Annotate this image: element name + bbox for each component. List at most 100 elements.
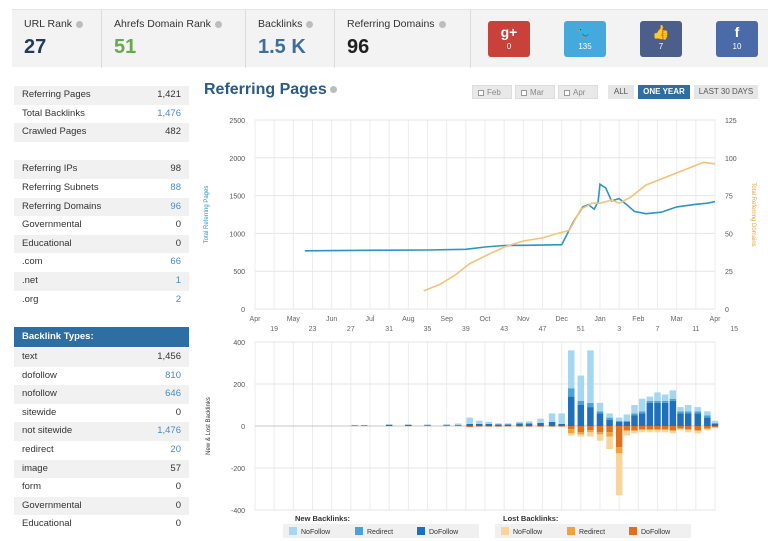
row-value[interactable]: 1,476 <box>157 107 181 119</box>
bar-segment <box>646 430 654 433</box>
backlink-types-header: Backlink Types: <box>14 327 189 347</box>
share-count: 0 <box>506 42 512 51</box>
info-icon[interactable] <box>306 20 314 28</box>
bar-segment <box>631 426 638 431</box>
bar-segment <box>587 426 594 431</box>
bar-segment <box>577 375 585 401</box>
metric-domain-rank: Ahrefs Domain Rank 51 <box>102 10 246 68</box>
table-row: dofollow 810 <box>14 367 189 386</box>
info-icon[interactable] <box>329 86 337 94</box>
like-button[interactable]: 👍 7 <box>640 21 682 57</box>
checkbox-icon[interactable] <box>478 89 484 96</box>
checkbox-label: Feb <box>487 88 501 97</box>
facebook-button[interactable]: f 10 <box>716 21 758 57</box>
bar-segment <box>669 430 677 432</box>
table-row: redirect 20 <box>14 441 189 460</box>
metric-backlinks: Backlinks 1.5 K <box>246 10 335 68</box>
row-value: 98 <box>170 163 181 175</box>
info-icon[interactable] <box>438 20 446 28</box>
bar-segment <box>704 415 711 418</box>
x-week-label: 31 <box>385 326 393 333</box>
bar-segment <box>661 402 669 426</box>
checkbox-icon[interactable] <box>564 89 570 96</box>
bar-segment <box>638 426 646 430</box>
bar-segment <box>351 425 358 426</box>
checkbox-feb[interactable]: Feb <box>472 85 512 99</box>
row-value: 0 <box>175 481 181 493</box>
bar-segment <box>568 388 575 397</box>
y-tick-label: 0 <box>241 307 245 314</box>
checkbox-label: Mar <box>530 88 544 97</box>
row-value[interactable]: 88 <box>170 181 181 193</box>
table-row: form 0 <box>14 478 189 497</box>
row-value[interactable]: 96 <box>170 200 181 212</box>
checkbox-apr[interactable]: Apr <box>558 85 598 99</box>
bar-segment <box>568 433 575 436</box>
x-week-label: 15 <box>730 326 738 333</box>
range-last-30-days-button[interactable]: LAST 30 DAYS <box>694 85 758 99</box>
bar-segment <box>504 424 512 426</box>
row-value[interactable]: 2 <box>175 293 181 305</box>
bar-segment <box>623 414 631 421</box>
info-icon[interactable] <box>214 20 222 28</box>
bar-segment <box>587 430 594 433</box>
metric-label: URL Rank <box>24 18 73 30</box>
checkbox-mar[interactable]: Mar <box>515 85 555 99</box>
bar-segment <box>596 426 604 433</box>
bar-segment <box>587 407 594 426</box>
bar-segment <box>596 432 604 435</box>
range-all-button[interactable]: ALL <box>608 85 634 99</box>
bar-segment <box>548 413 556 422</box>
bar-chart: -400 -200 0 200 400 New & Lost Backlinks <box>206 340 719 515</box>
bar-segment <box>424 424 431 426</box>
bar-segment <box>694 426 701 431</box>
y-tick-label: 1000 <box>229 231 245 238</box>
bar-segment <box>654 402 661 426</box>
bar-segment <box>466 423 473 426</box>
row-label: Educational <box>22 237 72 249</box>
bar-segment <box>525 421 533 424</box>
x-tick-label: Sep <box>440 316 453 323</box>
bar-segment <box>558 423 565 426</box>
x-week-label: 19 <box>270 326 278 333</box>
bar-segment <box>606 417 613 420</box>
bar-segment <box>548 421 556 426</box>
row-value[interactable]: 66 <box>170 256 181 268</box>
checkbox-icon[interactable] <box>521 89 527 96</box>
row-value: 0 <box>175 499 181 511</box>
row-value[interactable]: 646 <box>165 388 181 400</box>
bar-segment <box>646 429 654 431</box>
google-plus-button[interactable]: g+ 0 <box>488 21 530 57</box>
bar-segment <box>548 426 556 427</box>
y-tick-label-right: 75 <box>725 194 733 201</box>
metric-label: Backlinks <box>258 18 303 30</box>
row-label: redirect <box>22 443 54 455</box>
table-row: nofollow 646 <box>14 385 189 404</box>
legend-swatch <box>417 527 425 535</box>
twitter-button[interactable]: 🐦 135 <box>564 21 606 57</box>
y-axis-label-left: Total Referring Pages <box>204 186 210 244</box>
google-plus-icon: g+ <box>500 24 518 40</box>
range-one-year-button[interactable]: ONE YEAR <box>638 85 690 99</box>
x-tick-label: Feb <box>632 316 644 323</box>
row-value[interactable]: 1 <box>175 274 181 286</box>
bar-segment <box>466 417 473 424</box>
bar-segment <box>615 417 623 421</box>
checkbox-label: Apr <box>573 88 586 97</box>
row-value[interactable]: 20 <box>170 443 181 455</box>
table-row: .net 1 <box>14 271 189 291</box>
bar-segment <box>631 405 638 414</box>
row-value: 0 <box>175 406 181 418</box>
bar-segment <box>606 413 613 418</box>
row-label: sitewide <box>22 406 57 418</box>
bar-segment <box>638 398 646 412</box>
row-value[interactable]: 810 <box>165 369 181 381</box>
legend-item-label: NoFollow <box>301 529 331 536</box>
row-value[interactable]: 1,476 <box>157 425 181 437</box>
bar-segment <box>485 423 493 426</box>
info-icon[interactable] <box>76 20 84 28</box>
bar-segment <box>646 402 654 426</box>
bar-segment <box>694 430 701 432</box>
metrics-bar: URL Rank 27 Ahrefs Domain Rank 51 Backli… <box>12 9 768 68</box>
